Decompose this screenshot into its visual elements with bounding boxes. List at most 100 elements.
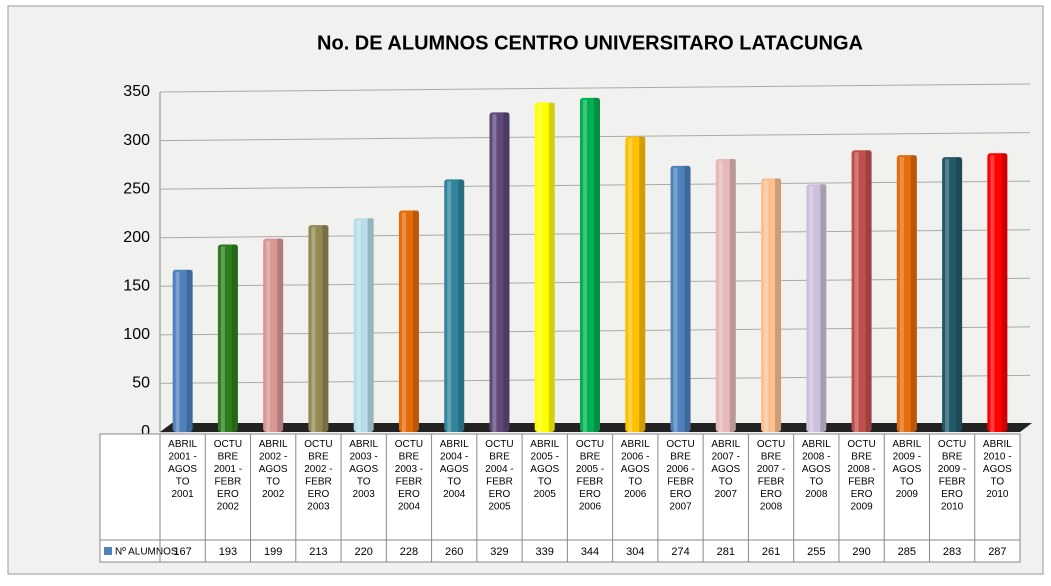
bar-shade [503,112,510,433]
grid-line [159,83,1031,93]
bar [896,155,917,432]
x-tick-label: ABRIL 2009 -AGOS TO 2009 [892,439,921,500]
table-value: 281 [717,546,735,558]
table-value: 290 [852,546,870,558]
bar-group [172,269,193,432]
table-value: 213 [309,546,327,558]
table-value: 220 [355,546,373,558]
x-tick-label: ABRIL 2001 -AGOS TO 2001 [168,439,197,500]
table-value: 287 [988,546,1006,558]
bar-highlight [220,246,225,432]
bar-group [489,112,510,433]
bar-shade [458,179,465,432]
bar-shade [820,184,827,432]
bar-shade [594,97,600,432]
bar-shade [775,178,782,432]
bar-highlight [175,271,180,432]
legend-label: Nº ALUMNOS [115,547,178,558]
y-tick-label: 0 [141,423,150,440]
x-tick-label: ABRIL 2008 -AGOS TO 2008 [802,439,831,500]
table-value: 228 [400,546,418,558]
bar-shade [322,225,329,432]
bar-group [715,159,736,432]
bar-highlight [809,186,814,432]
bar-highlight [266,240,271,432]
bar-group [761,178,782,432]
x-tick-label: OCTU BRE 2005 -FEBR ERO 2006 [576,439,604,513]
table-value: 274 [671,546,689,558]
bar-shade [186,269,193,432]
x-tick-label: ABRIL 2003 -AGOS TO 2003 [349,439,378,500]
bar-group [896,155,917,432]
bar-highlight [764,180,769,432]
table-value: 329 [490,546,508,558]
bar [580,97,600,432]
y-tick-label: 100 [123,326,150,343]
bar-group [806,184,827,432]
bar [761,178,782,432]
x-tick-label: OCTU BRE 2001 -FEBR ERO 2002 [214,439,242,513]
table-value: 304 [626,546,644,558]
x-tick-label: OCTU BRE 2002 -FEBR ERO 2003 [304,439,332,513]
y-tick-label: 300 [123,132,150,149]
chart-title: No. DE ALUMNOS CENTRO UNIVERSITARO LATAC… [317,32,863,54]
bar-group [987,153,1008,432]
bar-shade [277,238,284,432]
table-value: 193 [219,546,237,558]
bar-group [580,97,600,432]
bar [444,179,465,432]
bar-shade [412,210,419,432]
table-value: 261 [762,546,780,558]
bar [217,244,238,432]
bar-group [263,238,284,432]
bar-shade [1001,153,1008,432]
table [99,433,1021,563]
x-tick-label: ABRIL 2002 -AGOS TO 2002 [259,439,288,500]
bar-highlight [945,159,950,433]
bar-highlight [537,104,542,432]
bar-group [444,179,465,432]
legend-key [104,547,112,555]
x-tick-label: ABRIL 2006 -AGOS TO 2006 [621,439,650,500]
y-tick-label: 250 [123,180,150,197]
bar-shade [548,102,555,432]
bar [806,184,827,432]
bar-highlight [899,157,904,432]
bar [172,269,193,432]
bar [534,102,555,432]
x-tick-label: ABRIL 2004 -AGOS TO 2004 [440,439,469,500]
table-value: 199 [264,546,282,558]
x-tick-label: OCTU BRE 2006 -FEBR ERO 2007 [666,439,694,513]
y-tick-label: 150 [123,278,150,295]
bar-shade [865,150,872,433]
table-value: 283 [943,546,961,558]
y-tick-label: 200 [123,229,150,246]
bar [625,136,646,432]
bar-highlight [718,161,723,432]
table-value: 255 [807,546,825,558]
bar-highlight [401,212,406,432]
x-tick-label: OCTU BRE 2004 -FEBR ERO 2005 [485,439,513,513]
bar-shade [684,165,691,433]
bar-shade [729,159,736,432]
table-value: 260 [445,546,463,558]
x-tick-label: ABRIL 2010 -AGOS TO 2010 [983,439,1012,500]
bar [851,150,872,433]
bar [489,112,510,433]
y-tick-label: 50 [132,375,150,392]
bar-group [625,136,646,432]
bar-group [308,225,329,432]
bar-group [353,218,374,432]
bar-highlight [673,167,678,433]
bar [942,157,963,433]
bar-group [670,165,691,433]
bar-highlight [356,220,361,432]
table-value: 344 [581,546,599,558]
bar-group [851,150,872,433]
bar-highlight [628,138,633,432]
bar-group [217,244,238,432]
bar [715,159,736,432]
x-tick-label: OCTU BRE 2007 -FEBR ERO 2008 [757,439,785,513]
bar [670,165,691,433]
table-value: 285 [898,546,916,558]
